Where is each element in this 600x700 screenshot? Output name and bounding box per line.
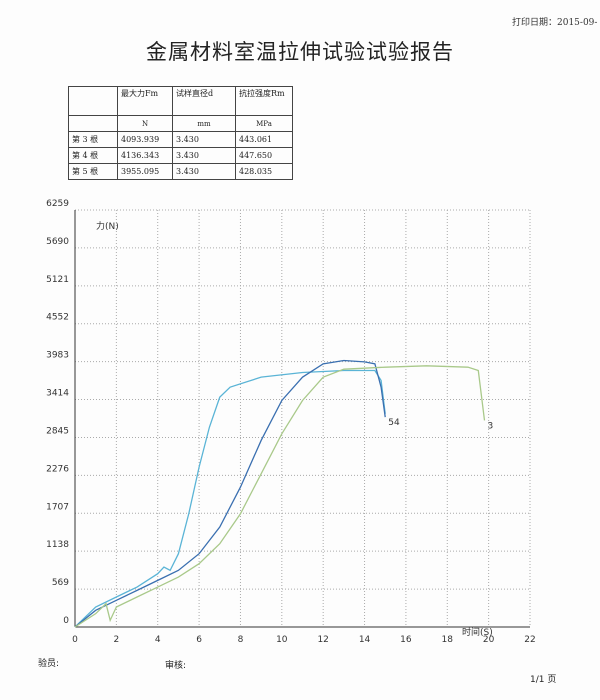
x-tick-label: 12 bbox=[317, 635, 328, 645]
cell: 3.430 bbox=[172, 163, 236, 180]
table-row: 第 3 根 4093.939 3.430 443.061 bbox=[68, 131, 293, 148]
unit-cell bbox=[68, 115, 118, 132]
x-tick-label: 16 bbox=[400, 635, 412, 645]
cell: 第 3 根 bbox=[68, 131, 118, 148]
chart: 力(N) 时间(S) 05691138170722762845341439834… bbox=[46, 199, 536, 645]
y-tick-label: 5121 bbox=[46, 275, 69, 285]
reviewer-label: 审核: bbox=[165, 661, 187, 671]
cell: 447.650 bbox=[235, 147, 293, 164]
y-tick-label: 4552 bbox=[46, 313, 69, 323]
cell: 第 4 根 bbox=[68, 147, 118, 164]
x-tick-label: 0 bbox=[72, 635, 78, 645]
x-tick-label: 20 bbox=[483, 635, 495, 645]
force-curve bbox=[74, 359, 386, 628]
y-tick-label: 3983 bbox=[46, 351, 69, 361]
x-tick-label: 6 bbox=[196, 635, 202, 645]
page-number: 1/1 页 bbox=[530, 675, 557, 685]
cell: 4093.939 bbox=[117, 131, 173, 148]
x-axis-label: 时间(S) bbox=[462, 626, 493, 638]
y-tick-label: 2276 bbox=[46, 464, 69, 474]
cell: 3955.095 bbox=[117, 163, 173, 180]
unit-cell: mm bbox=[172, 115, 236, 132]
table-row: 第 4 根 4136.343 3.430 447.650 bbox=[68, 147, 293, 164]
y-tick-label: 6259 bbox=[46, 199, 69, 209]
curve-label: 3 bbox=[488, 421, 494, 431]
tester-label: 验员: bbox=[38, 659, 60, 669]
report-title: 金属材料室温拉伸试验试验报告 bbox=[146, 40, 454, 64]
y-tick-label: 0 bbox=[63, 616, 69, 626]
y-axis-label: 力(N) bbox=[96, 220, 119, 232]
print-date: 打印日期：2015-09- bbox=[512, 18, 598, 28]
x-tick-label: 2 bbox=[113, 635, 119, 645]
y-tick-label: 3414 bbox=[46, 389, 69, 399]
y-tick-label: 1707 bbox=[46, 502, 69, 512]
x-tick-label: 8 bbox=[238, 635, 244, 645]
header-cell: 抗拉强度Rm bbox=[235, 86, 293, 116]
y-tick-label: 5690 bbox=[46, 237, 69, 247]
y-tick-label: 2845 bbox=[46, 426, 69, 436]
force-curve bbox=[74, 369, 386, 628]
table-header: 最大力Fm 试样直径d 抗拉强度Rm bbox=[68, 86, 293, 116]
cell: 3.430 bbox=[172, 147, 236, 164]
x-tick-label: 18 bbox=[442, 635, 454, 645]
header-cell: 试样直径d bbox=[172, 86, 236, 116]
y-tick-label: 569 bbox=[52, 578, 69, 588]
cell: 428.035 bbox=[235, 163, 293, 180]
header-cell bbox=[68, 86, 118, 116]
unit-cell: MPa bbox=[235, 115, 293, 132]
cell: 第 5 根 bbox=[68, 163, 118, 180]
curve-label: 54 bbox=[388, 418, 400, 428]
x-tick-label: 22 bbox=[524, 635, 535, 645]
unit-cell: N bbox=[117, 115, 173, 132]
x-tick-label: 4 bbox=[155, 635, 161, 645]
cell: 4136.343 bbox=[117, 147, 173, 164]
result-table: 最大力Fm 试样直径d 抗拉强度Rm N mm MPa 第 3 根 4093.9… bbox=[68, 86, 293, 180]
cell: 443.061 bbox=[235, 131, 293, 148]
table-row: 第 5 根 3955.095 3.430 428.035 bbox=[68, 163, 293, 180]
x-tick-label: 10 bbox=[276, 635, 288, 645]
x-tick-label: 14 bbox=[359, 635, 371, 645]
table-units: N mm MPa bbox=[68, 115, 293, 132]
force-curve bbox=[74, 365, 486, 628]
cell: 3.430 bbox=[172, 131, 236, 148]
y-tick-label: 1138 bbox=[46, 540, 69, 550]
header-cell: 最大力Fm bbox=[117, 86, 173, 116]
